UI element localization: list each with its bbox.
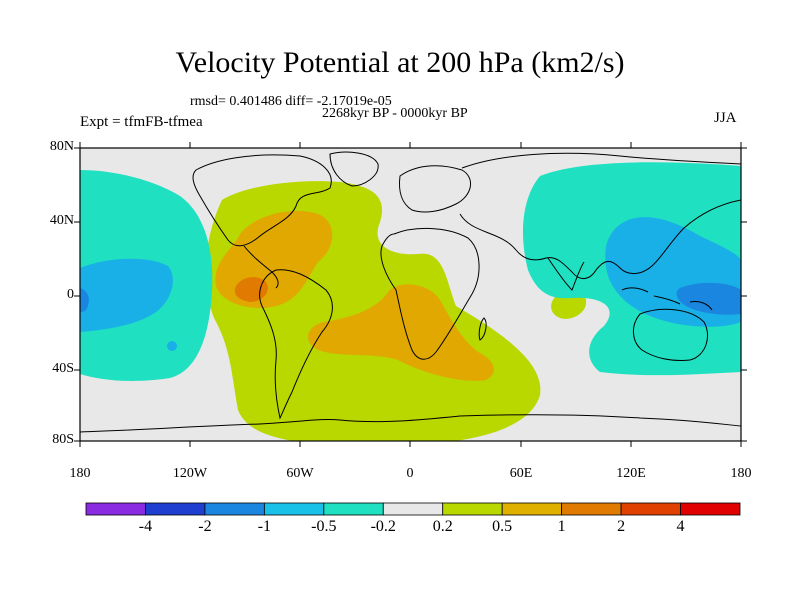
lon-tick-label: 180 — [69, 466, 91, 481]
colorbar-swatch — [85, 502, 146, 516]
colorbar-swatch — [680, 502, 741, 516]
lat-tick-label: 80S — [52, 432, 74, 447]
colorbar-label: 1 — [557, 518, 566, 535]
colorbar-label: -1 — [257, 518, 272, 535]
colorbar-label: 0.5 — [492, 518, 513, 535]
colorbar — [85, 502, 741, 516]
small-negative-anomaly-dot — [167, 341, 177, 351]
colorbar-swatch — [145, 502, 206, 516]
lat-tick-label: 40N — [49, 213, 74, 228]
lon-tick-label: 60W — [286, 466, 314, 481]
season-label: JJA — [714, 110, 737, 126]
colorbar-label: -0.2 — [370, 518, 396, 535]
colorbar-label: -4 — [138, 518, 153, 535]
colorbar-label: 0.2 — [432, 518, 453, 535]
colorbar-swatch — [382, 502, 444, 516]
mid-positive-anomaly-south-atlantic — [307, 284, 494, 381]
stats-text: rmsd= 0.401486 diff= -2.17019e-05 — [190, 94, 392, 109]
axis-ticks — [74, 142, 747, 447]
lon-tick-label: 60E — [509, 466, 533, 481]
experiment-label: Expt = tfmFB-tfmea — [80, 114, 203, 130]
colorbar-swatch — [442, 502, 503, 516]
lat-tick-label: 80N — [49, 139, 74, 154]
mid-negative-anomaly-east-pacific — [80, 258, 173, 332]
lon-tick-label: 120W — [172, 466, 208, 481]
colorbar-swatch — [620, 502, 681, 516]
coastlines — [80, 151, 741, 433]
lon-tick-label: 120E — [616, 466, 646, 481]
lon-tick-label: 180 — [730, 466, 752, 481]
colorbar-swatch — [204, 502, 265, 516]
colorbar-label: 4 — [676, 518, 685, 535]
page-title: Velocity Potential at 200 hPa (km2/s) — [175, 46, 625, 79]
colorbar-swatch — [501, 502, 563, 516]
colorbar-label: -2 — [198, 518, 212, 535]
colorbar-swatch — [323, 502, 384, 516]
lon-tick-label: 0 — [406, 466, 414, 481]
lat-tick-label: 0 — [67, 287, 74, 302]
colorbar-label: -0.5 — [311, 518, 337, 535]
strong-negative-anomaly-east-pacific — [80, 288, 89, 312]
colorbar-swatch — [561, 502, 622, 516]
lat-tick-label: 40S — [52, 361, 74, 376]
colorbar-label: 2 — [617, 518, 626, 535]
strong-negative-anomaly-west-pacific — [676, 282, 741, 315]
colorbar-swatch — [263, 502, 325, 516]
period-text: 2268kyr BP - 0000kyr BP — [322, 106, 468, 121]
